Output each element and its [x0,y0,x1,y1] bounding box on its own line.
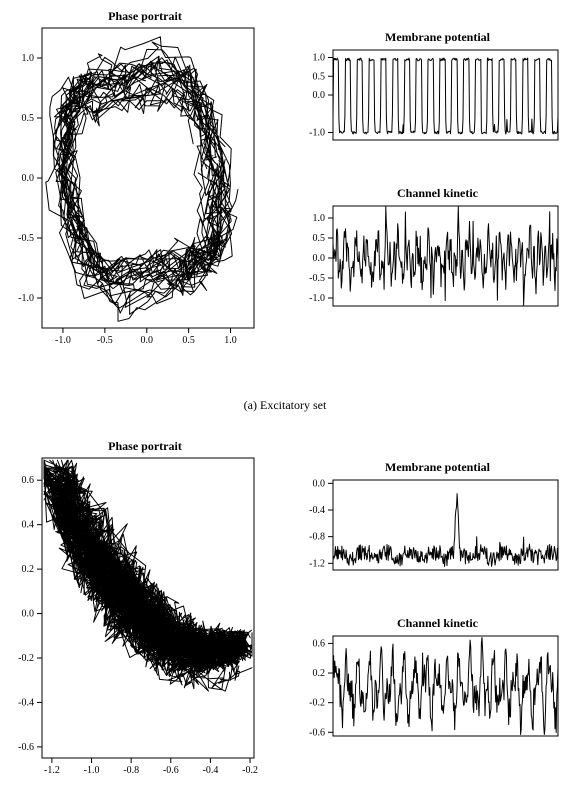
svg-text:1.0: 1.0 [313,53,326,64]
svg-text:1.0: 1.0 [224,335,237,346]
svg-text:1.0: 1.0 [313,213,326,224]
svg-text:0.0: 0.0 [22,173,35,184]
membrane-title-top: Membrane potential [305,30,570,45]
membrane-title-bottom: Membrane potential [305,460,570,475]
caption-a: (a) Excitatory set [0,398,570,413]
svg-text:-0.8: -0.8 [123,765,139,776]
phase-portrait-title-top: Phase portrait [0,9,290,24]
svg-text:0.0: 0.0 [140,335,153,346]
svg-text:0.5: 0.5 [22,113,35,124]
svg-text:-0.6: -0.6 [309,727,325,738]
svg-text:0.5: 0.5 [182,335,195,346]
svg-text:0.5: 0.5 [313,233,326,244]
svg-text:-0.6: -0.6 [18,742,34,753]
channel-title-top: Channel kinetic [305,186,570,201]
svg-text:-0.2: -0.2 [242,765,258,776]
svg-text:-0.5: -0.5 [309,273,325,284]
svg-text:0.6: 0.6 [22,475,35,486]
phase-portrait-plot-bottom: -1.2 -1.0 -0.8 -0.6 -0.4 -0.2 -0.6 -0.4 -0.2 0.0 0… [0,430,290,790]
svg-text:-0.6: -0.6 [163,765,179,776]
svg-text:-1.0: -1.0 [309,293,325,304]
svg-text:0.0: 0.0 [22,609,35,620]
svg-text:-1.2: -1.2 [44,765,60,776]
svg-text:-0.5: -0.5 [18,233,34,244]
svg-text:-0.8: -0.8 [309,532,325,543]
channel-title-bottom: Channel kinetic [305,616,570,631]
svg-text:0.0: 0.0 [313,90,326,101]
svg-text:-1.0: -1.0 [84,765,100,776]
membrane-plot-bottom: -1.2 -0.8 -0.4 0.0 [305,430,570,600]
svg-text:-1.0: -1.0 [55,335,71,346]
membrane-plot-top: -1.0 0.0 0.5 1.0 [305,0,570,170]
svg-text:0.0: 0.0 [313,253,326,264]
svg-text:-1.2: -1.2 [309,558,325,569]
svg-text:-0.5: -0.5 [97,335,113,346]
svg-text:-0.2: -0.2 [18,653,34,664]
phase-portrait-title-bottom: Phase portrait [0,439,290,454]
svg-text:0.5: 0.5 [313,71,326,82]
svg-text:-0.4: -0.4 [202,765,218,776]
svg-text:-0.2: -0.2 [309,698,325,709]
svg-text:-1.0: -1.0 [309,128,325,139]
svg-text:0.0: 0.0 [313,478,326,489]
svg-text:-0.4: -0.4 [309,505,325,516]
svg-text:0.2: 0.2 [313,668,326,679]
svg-text:-0.4: -0.4 [18,697,34,708]
svg-text:0.4: 0.4 [22,520,35,531]
svg-text:0.2: 0.2 [22,564,35,575]
phase-portrait-plot-top: -1.0 -0.5 0.0 0.5 1.0 -1.0 -0.5 0.0 0.5 1.0 [0,0,290,360]
svg-text:1.0: 1.0 [22,53,35,64]
svg-text:-1.0: -1.0 [18,293,34,304]
svg-text:0.6: 0.6 [313,638,326,649]
